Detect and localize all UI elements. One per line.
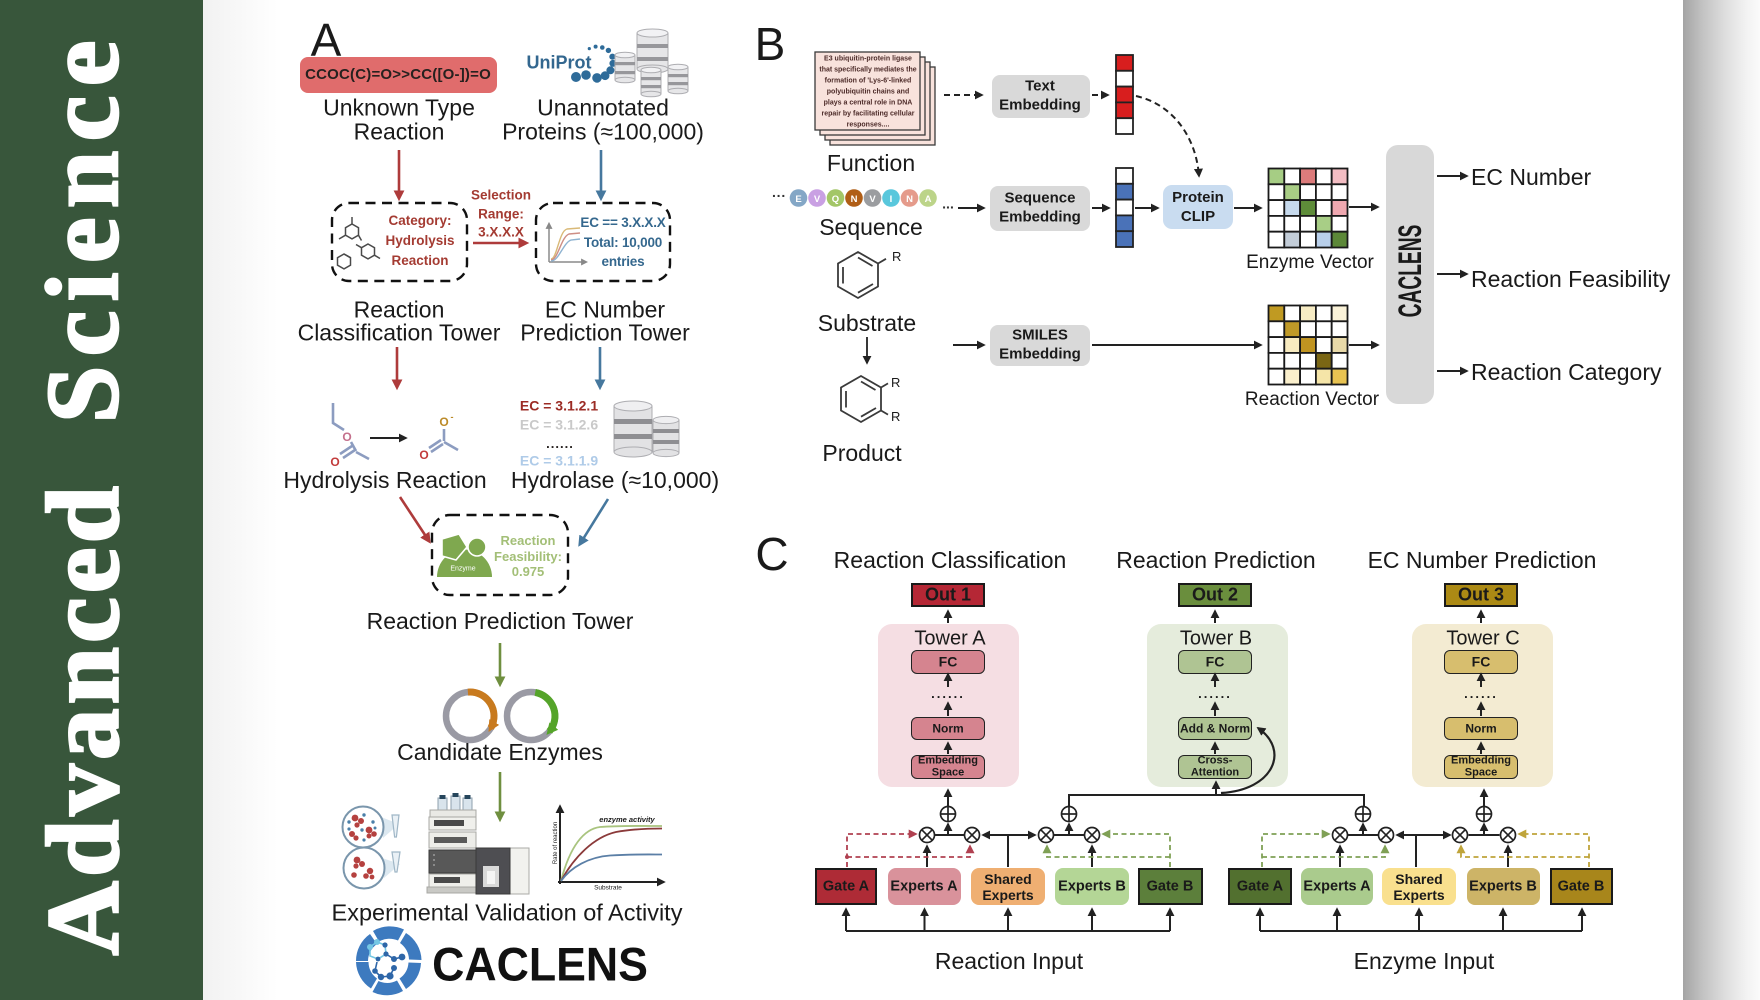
svg-text:R: R <box>891 375 900 390</box>
svg-text:N: N <box>906 194 913 205</box>
svg-text:R: R <box>892 249 901 264</box>
svg-text:O: O <box>330 455 339 469</box>
svg-text:O: O <box>419 448 428 462</box>
svg-text:R: R <box>891 409 900 424</box>
svg-text:N: N <box>851 194 858 205</box>
svg-text:I: I <box>890 194 893 205</box>
svg-text:O: O <box>342 430 351 444</box>
svg-text:Q: Q <box>832 194 839 205</box>
svg-text:V: V <box>814 194 821 205</box>
svg-text:V: V <box>869 194 876 205</box>
svg-text:-: - <box>451 412 454 422</box>
svg-text:A: A <box>925 194 932 205</box>
svg-text:E: E <box>795 194 801 205</box>
svg-text:O: O <box>439 415 448 429</box>
